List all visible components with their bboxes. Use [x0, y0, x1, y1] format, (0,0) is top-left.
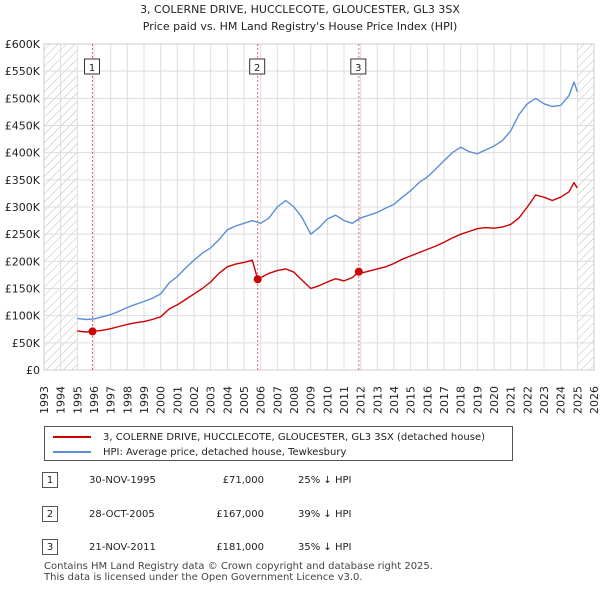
x-tick-label: 1997 [105, 386, 118, 414]
sale-marker-box [84, 58, 100, 75]
y-tick-label: £400K [5, 147, 41, 160]
y-tick-label: £600K [5, 38, 41, 51]
x-tick-label: 2002 [188, 386, 201, 414]
y-tick-label: £250K [5, 228, 41, 241]
y-tick-label: £450K [5, 120, 41, 133]
x-tick-label: 1995 [71, 386, 84, 414]
y-tick-label: £150K [5, 283, 41, 296]
y-tick-label: £50K [12, 337, 41, 350]
x-tick-label: 2012 [355, 386, 368, 414]
x-tick-label: 2014 [388, 386, 401, 414]
x-tick-label: 1994 [55, 386, 68, 414]
x-tick-label: 2011 [338, 386, 351, 414]
y-tick-label: £0 [26, 364, 40, 377]
sale-date: 30-NOV-1995 [89, 474, 156, 486]
y-tick-label: £300K [5, 201, 41, 214]
sale-row-1: 1 30-NOV-1995 £71,000 25% ↓ HPI [42, 471, 462, 489]
footer-attribution: Contains HM Land Registry data © Crown c… [44, 561, 433, 583]
x-tick-label: 2025 [571, 386, 584, 414]
series-line-property [77, 181, 578, 333]
x-tick-label: 1998 [121, 386, 134, 414]
y-tick-label: £200K [5, 255, 41, 268]
x-tick-label: 2003 [205, 386, 218, 414]
sale-marker-label: 1 [89, 63, 95, 74]
legend-item-hpi: HPI: Average price, detached house, Tewk… [53, 445, 346, 459]
x-tick-label: 2017 [438, 386, 451, 414]
x-tick-label: 2008 [288, 386, 301, 414]
x-tick-label: 2013 [371, 386, 384, 414]
x-tick-label: 2007 [271, 386, 284, 414]
chart-subtitle: Price paid vs. HM Land Registry's House … [143, 20, 458, 33]
sale-point [354, 267, 363, 276]
x-tick-label: 2016 [421, 386, 434, 414]
legend-label-property: 3, COLERNE DRIVE, HUCCLECOTE, GLOUCESTER… [103, 431, 485, 443]
x-tick-label: 2020 [488, 386, 501, 414]
x-tick-label: 2005 [238, 386, 251, 414]
sale-row-3: 3 21-NOV-2011 £181,000 35% ↓ HPI [42, 538, 462, 556]
x-tick-label: 2019 [471, 386, 484, 414]
x-tick-label: 2001 [171, 386, 184, 414]
legend-label-hpi: HPI: Average price, detached house, Tewk… [103, 446, 347, 458]
x-tick-label: 1999 [138, 386, 151, 414]
sale-number-badge: 2 [42, 506, 58, 522]
legend-line-property [53, 436, 91, 438]
x-tick-label: 2022 [521, 386, 534, 414]
y-tick-label: £350K [5, 174, 41, 187]
y-tick-label: £100K [5, 310, 41, 323]
sale-hpi-diff: 35% ↓ HPI [298, 541, 352, 553]
sale-row-2: 2 28-OCT-2005 £167,000 39% ↓ HPI [42, 505, 462, 523]
sale-point [253, 275, 262, 284]
sale-hpi-diff: 39% ↓ HPI [298, 508, 352, 520]
x-tick-label: 2004 [221, 386, 234, 414]
x-tick-label: 2000 [155, 386, 168, 414]
sale-price: £181,000 [216, 541, 264, 553]
footer-line-2: This data is licensed under the Open Gov… [44, 572, 363, 583]
sale-hpi-diff: 25% ↓ HPI [298, 474, 352, 486]
chart-legend: 3, COLERNE DRIVE, HUCCLECOTE, GLOUCESTER… [44, 426, 513, 461]
legend-item-property: 3, COLERNE DRIVE, HUCCLECOTE, GLOUCESTER… [53, 430, 485, 444]
series-line-hpi [77, 81, 578, 321]
price-chart: 3, COLERNE DRIVE, HUCCLECOTE, GLOUCESTER… [5, 3, 600, 414]
x-tick-label: 2023 [538, 386, 551, 414]
x-tick-label: 2015 [405, 386, 418, 414]
sale-price: £167,000 [216, 508, 264, 520]
sale-marker-box [249, 58, 266, 75]
sale-marker-box [350, 58, 367, 75]
x-tick-label: 2006 [255, 386, 268, 414]
x-tick-label: 2010 [321, 386, 334, 414]
sale-date: 21-NOV-2011 [89, 541, 156, 553]
y-tick-label: £500K [5, 92, 41, 105]
legend-line-hpi [53, 451, 91, 453]
x-tick-label: 2018 [455, 386, 468, 414]
x-tick-label: 2024 [555, 386, 568, 414]
x-tick-label: 2026 [588, 386, 600, 414]
sale-marker-label: 3 [355, 63, 361, 74]
sale-number-badge: 1 [42, 472, 58, 488]
x-tick-label: 1993 [38, 386, 51, 414]
sale-date: 28-OCT-2005 [89, 508, 155, 520]
x-tick-label: 2009 [305, 386, 318, 414]
x-tick-label: 1996 [88, 386, 101, 414]
footer-line-1: Contains HM Land Registry data © Crown c… [44, 561, 433, 572]
plot-border [43, 43, 595, 371]
x-tick-label: 2021 [505, 386, 518, 414]
sale-price: £71,000 [222, 474, 264, 486]
y-tick-label: £550K [5, 65, 41, 78]
sale-marker-label: 2 [254, 63, 260, 74]
sale-number-badge: 3 [42, 539, 58, 555]
chart-title: 3, COLERNE DRIVE, HUCCLECOTE, GLOUCESTER… [140, 3, 460, 16]
sale-point [88, 327, 97, 336]
